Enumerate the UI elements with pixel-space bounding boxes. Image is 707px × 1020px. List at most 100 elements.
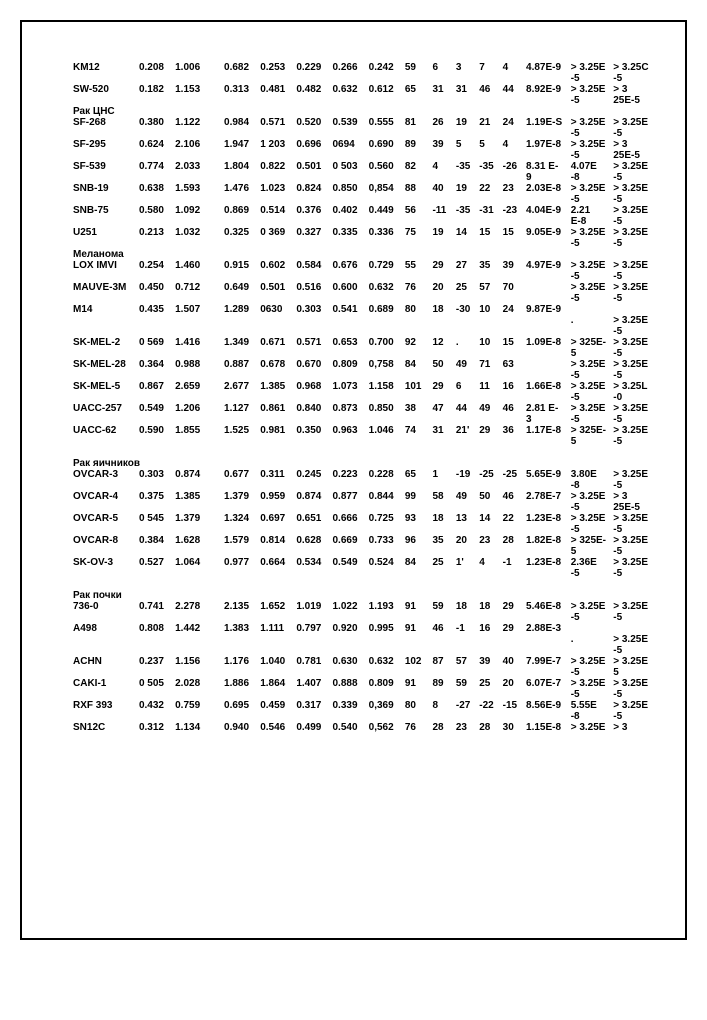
table-cell (210, 359, 223, 370)
table-cell: 47 (431, 403, 454, 414)
table-cell: 0.540 (332, 722, 368, 733)
table-cell: 1.324 (223, 513, 259, 524)
table-cell: 1.97E-8 (525, 139, 570, 150)
continuation-row: 5-5 (72, 348, 655, 359)
table-cell (332, 216, 368, 227)
table-cell (295, 502, 331, 513)
table-cell (502, 172, 525, 183)
table-cell (478, 634, 501, 645)
table-cell: 0.364 (138, 359, 174, 370)
table-cell: 1.023 (259, 183, 295, 194)
table-cell (431, 546, 454, 557)
table-row: SK-OV-30.5271.0640.9770.6640.5340.5490.5… (72, 557, 655, 568)
table-cell: 50 (431, 359, 454, 370)
table-cell: SNB-19 (72, 183, 138, 194)
table-cell (259, 645, 295, 656)
table-cell: 0.725 (368, 513, 404, 524)
table-cell (478, 689, 501, 700)
continuation-row: -5-5 (72, 568, 655, 579)
table-cell (404, 315, 432, 326)
table-cell (332, 95, 368, 106)
table-cell: -5 (612, 216, 655, 227)
table-cell: MAUVE-3M (72, 282, 138, 293)
table-cell: 91 (404, 623, 432, 634)
table-cell (138, 238, 174, 249)
table-cell: 0.887 (223, 359, 259, 370)
table-cell: 29 (431, 260, 454, 271)
table-cell: 1.158 (368, 381, 404, 392)
table-cell (455, 194, 478, 205)
table-cell (332, 612, 368, 623)
table-cell (525, 128, 570, 139)
table-cell: 0.481 (259, 84, 295, 95)
table-cell (455, 480, 478, 491)
table-cell (525, 612, 570, 623)
table-cell (138, 711, 174, 722)
table-cell: 59 (404, 62, 432, 73)
table-cell (455, 150, 478, 161)
table-cell (174, 271, 210, 282)
table-cell (478, 271, 501, 282)
table-cell: OVCAR-5 (72, 513, 138, 524)
table-cell (295, 612, 331, 623)
table-cell: 1.460 (174, 260, 210, 271)
table-cell (368, 73, 404, 84)
table-cell: 55 (404, 260, 432, 271)
table-cell (502, 634, 525, 645)
table-cell: -8 (570, 172, 613, 183)
table-cell (455, 689, 478, 700)
table-cell (174, 73, 210, 84)
table-cell: 0.861 (259, 403, 295, 414)
table-cell: 8 (431, 700, 454, 711)
table-cell (210, 568, 223, 579)
table-cell (295, 348, 331, 359)
table-cell (174, 689, 210, 700)
table-cell: 31 (455, 84, 478, 95)
table-cell: 102 (404, 656, 432, 667)
table-cell (478, 502, 501, 513)
table-cell: 0.375 (138, 491, 174, 502)
table-cell: 21' (455, 425, 478, 436)
table-cell (478, 568, 501, 579)
table-cell (431, 524, 454, 535)
table-cell: -5 (570, 194, 613, 205)
table-cell: > 3.25E (570, 513, 613, 524)
table-cell (431, 315, 454, 326)
table-cell: 1' (455, 557, 478, 568)
table-cell: OVCAR-8 (72, 535, 138, 546)
table-cell (138, 194, 174, 205)
table-cell (295, 436, 331, 447)
table-cell: SF-539 (72, 161, 138, 172)
table-cell: 0.814 (259, 535, 295, 546)
table-cell: -5 (612, 326, 655, 337)
table-cell: 1.289 (223, 304, 259, 315)
continuation-row: -5-5 (72, 194, 655, 205)
table-cell (72, 414, 138, 425)
table-cell (295, 271, 331, 282)
table-cell (295, 172, 331, 183)
table-cell (478, 480, 501, 491)
table-cell: 0.690 (368, 139, 404, 150)
table-cell (210, 480, 223, 491)
table-cell: 0.630 (332, 656, 368, 667)
table-cell: -5 (570, 238, 613, 249)
table-cell (210, 205, 223, 216)
continuation-row: -525E-5 (72, 150, 655, 161)
table-cell (455, 392, 478, 403)
table-cell (455, 645, 478, 656)
table-cell (478, 172, 501, 183)
table-cell: -5 (612, 612, 655, 623)
table-cell: 0.223 (332, 469, 368, 480)
table-cell (72, 150, 138, 161)
table-cell: 2.36E (570, 557, 613, 568)
table-cell (332, 524, 368, 535)
table-cell (478, 238, 501, 249)
table-cell (431, 634, 454, 645)
table-cell: 2.88E-3 (525, 623, 570, 634)
table-cell (223, 645, 259, 656)
table-cell (502, 128, 525, 139)
table-cell: -5 (612, 524, 655, 535)
table-cell: 0.682 (223, 62, 259, 73)
table-cell (431, 689, 454, 700)
table-cell: 15 (502, 227, 525, 238)
